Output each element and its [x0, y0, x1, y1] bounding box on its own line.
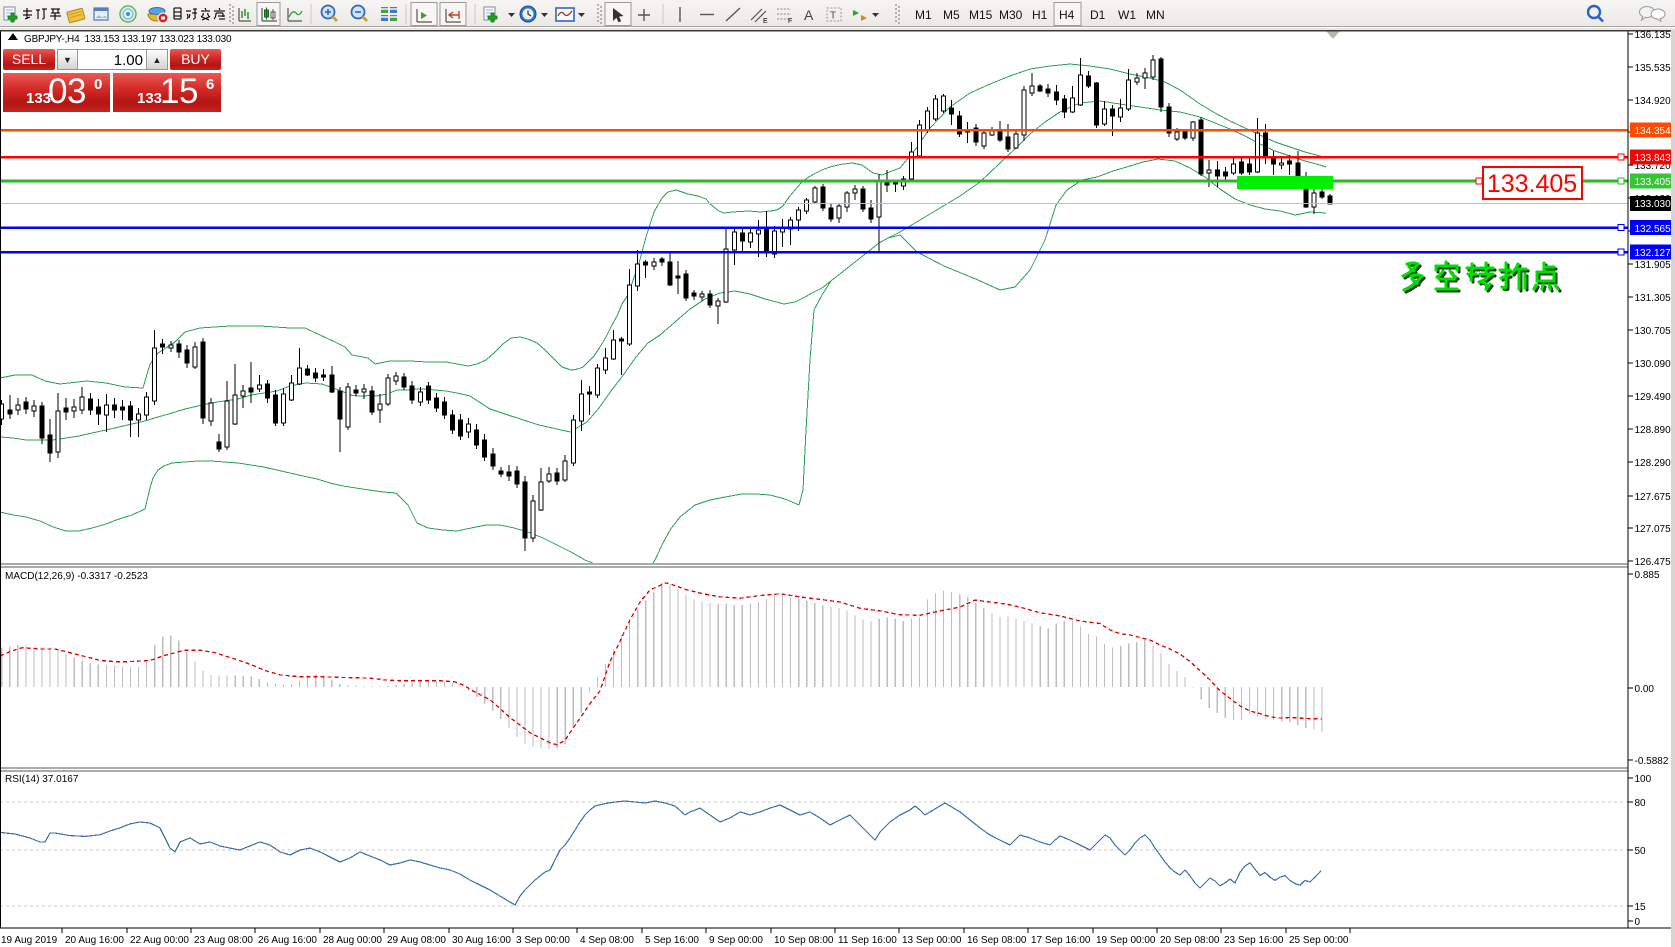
svg-text:A: A — [804, 7, 814, 23]
svg-text:135.535: 135.535 — [1635, 63, 1672, 74]
svg-text:131.305: 131.305 — [1635, 293, 1672, 304]
svg-text:-0.5882: -0.5882 — [1635, 756, 1669, 767]
svg-text:25 Sep 00:00: 25 Sep 00:00 — [1289, 935, 1349, 946]
svg-text:E: E — [763, 18, 768, 25]
svg-text:3 Sep 00:00: 3 Sep 00:00 — [516, 935, 570, 946]
svg-text:0.00: 0.00 — [1635, 684, 1655, 695]
svg-text:134.920: 134.920 — [1635, 96, 1672, 107]
svg-text:100: 100 — [1635, 774, 1652, 785]
svg-text:133.843: 133.843 — [1635, 153, 1672, 164]
svg-text:131.905: 131.905 — [1635, 260, 1672, 271]
svg-text:132.565: 132.565 — [1635, 224, 1672, 235]
svg-text:MACD(12,26,9) -0.3317 -0.2523: MACD(12,26,9) -0.3317 -0.2523 — [5, 571, 148, 582]
svg-text:13 Sep 00:00: 13 Sep 00:00 — [902, 935, 962, 946]
svg-text:126.475: 126.475 — [1635, 557, 1672, 568]
svg-text:127.675: 127.675 — [1635, 492, 1672, 503]
svg-text:130.090: 130.090 — [1635, 359, 1672, 370]
svg-text:17 Sep 16:00: 17 Sep 16:00 — [1031, 935, 1091, 946]
svg-text:129.490: 129.490 — [1635, 392, 1672, 403]
svg-text:22 Aug 00:00: 22 Aug 00:00 — [130, 935, 189, 946]
svg-text:80: 80 — [1635, 798, 1647, 809]
svg-text:M30: M30 — [999, 8, 1023, 22]
svg-text:H4: H4 — [1059, 8, 1075, 22]
svg-text:MN: MN — [1146, 8, 1165, 22]
svg-text:0: 0 — [1635, 917, 1641, 928]
svg-text:9 Sep 00:00: 9 Sep 00:00 — [709, 935, 763, 946]
svg-text:19 Sep 00:00: 19 Sep 00:00 — [1096, 935, 1156, 946]
svg-text:19 Aug 2019: 19 Aug 2019 — [1, 935, 58, 946]
svg-text:W1: W1 — [1118, 8, 1136, 22]
svg-text:133.720: 133.720 — [1635, 161, 1672, 172]
svg-text:23 Sep 16:00: 23 Sep 16:00 — [1224, 935, 1284, 946]
svg-text:0.885: 0.885 — [1635, 570, 1660, 581]
svg-text:136.135: 136.135 — [1635, 30, 1672, 41]
svg-text:F: F — [788, 18, 792, 25]
svg-text:D1: D1 — [1090, 8, 1106, 22]
svg-text:11 Sep 16:00: 11 Sep 16:00 — [838, 935, 897, 946]
svg-text:M1: M1 — [915, 8, 932, 22]
svg-text:132.127: 132.127 — [1635, 248, 1672, 259]
svg-text:RSI(14) 37.0167: RSI(14) 37.0167 — [5, 774, 79, 785]
svg-text:130.705: 130.705 — [1635, 326, 1672, 337]
svg-text:29 Aug 08:00: 29 Aug 08:00 — [387, 935, 446, 946]
svg-text:128.890: 128.890 — [1635, 425, 1672, 436]
svg-text:23 Aug 08:00: 23 Aug 08:00 — [194, 935, 253, 946]
svg-text:133.030: 133.030 — [1635, 199, 1672, 210]
svg-text:15: 15 — [1635, 902, 1647, 913]
svg-text:128.290: 128.290 — [1635, 458, 1672, 469]
svg-text:28 Aug 00:00: 28 Aug 00:00 — [323, 935, 382, 946]
svg-text:50: 50 — [1635, 846, 1647, 857]
svg-text:20 Sep 08:00: 20 Sep 08:00 — [1160, 935, 1220, 946]
svg-text:16 Sep 08:00: 16 Sep 08:00 — [967, 935, 1027, 946]
svg-text:133.405: 133.405 — [1635, 177, 1672, 188]
svg-text:26 Aug 16:00: 26 Aug 16:00 — [258, 935, 317, 946]
svg-text:H1: H1 — [1032, 8, 1048, 22]
svg-text:M15: M15 — [969, 8, 993, 22]
svg-text:M5: M5 — [943, 8, 960, 22]
svg-text:T: T — [830, 11, 836, 22]
svg-text:10 Sep 08:00: 10 Sep 08:00 — [774, 935, 834, 946]
svg-text:4 Sep 08:00: 4 Sep 08:00 — [580, 935, 634, 946]
svg-text:30 Aug 16:00: 30 Aug 16:00 — [452, 935, 511, 946]
svg-text:133.405: 133.405 — [1487, 170, 1577, 198]
svg-text:134.354: 134.354 — [1635, 126, 1672, 137]
svg-text:20 Aug 16:00: 20 Aug 16:00 — [65, 935, 124, 946]
svg-text:GBPJPY-,H4 133.153 133.197 13: GBPJPY-,H4 133.153 133.197 133.023 133.0… — [24, 34, 232, 45]
svg-text:127.075: 127.075 — [1635, 524, 1672, 535]
svg-text:5 Sep 16:00: 5 Sep 16:00 — [645, 935, 699, 946]
